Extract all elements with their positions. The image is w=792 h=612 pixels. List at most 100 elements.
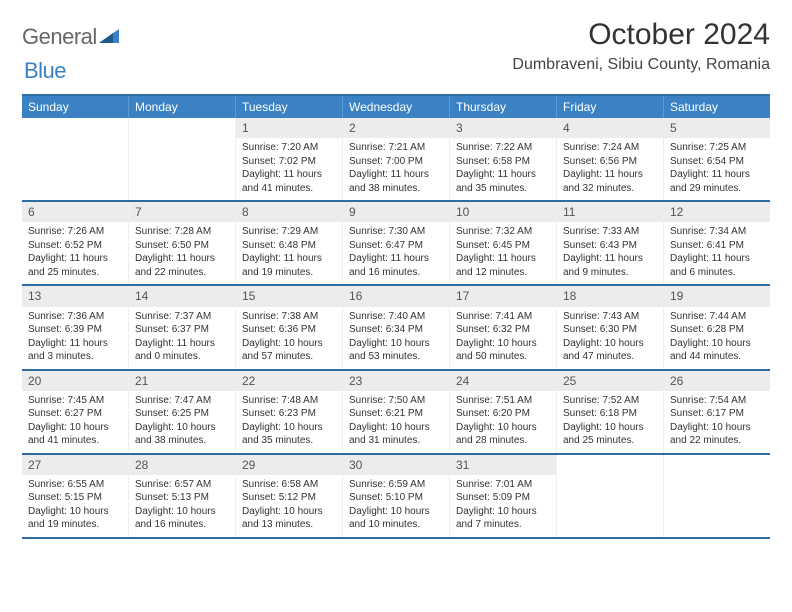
sunset-text: Sunset: 7:02 PM [242,155,336,169]
sunset-text: Sunset: 6:54 PM [670,155,764,169]
sunrise-text: Sunrise: 7:26 AM [28,225,122,239]
sunset-text: Sunset: 6:34 PM [349,323,443,337]
sunset-text: Sunset: 6:36 PM [242,323,336,337]
daylight-text: Daylight: 11 hours and 3 minutes. [28,337,122,364]
daylight-text: Daylight: 10 hours and 35 minutes. [242,421,336,448]
sunset-text: Sunset: 5:15 PM [28,491,122,505]
day-details: Sunrise: 7:40 AMSunset: 6:34 PMDaylight:… [343,307,449,369]
sunrise-text: Sunrise: 7:30 AM [349,225,443,239]
daylight-text: Daylight: 10 hours and 50 minutes. [456,337,550,364]
day-number: 21 [129,371,235,391]
day-number: 26 [664,371,770,391]
daylight-text: Daylight: 10 hours and 31 minutes. [349,421,443,448]
day-details: Sunrise: 7:24 AMSunset: 6:56 PMDaylight:… [557,138,663,200]
day-details: Sunrise: 7:20 AMSunset: 7:02 PMDaylight:… [236,138,342,200]
day-details: Sunrise: 7:43 AMSunset: 6:30 PMDaylight:… [557,307,663,369]
daylight-text: Daylight: 10 hours and 19 minutes. [28,505,122,532]
day-details: Sunrise: 6:57 AMSunset: 5:13 PMDaylight:… [129,475,235,537]
day-number: 24 [450,371,556,391]
daylight-text: Daylight: 11 hours and 25 minutes. [28,252,122,279]
day-number: 27 [22,455,128,475]
sunset-text: Sunset: 6:21 PM [349,407,443,421]
day-number: 11 [557,202,663,222]
day-cell: 10Sunrise: 7:32 AMSunset: 6:45 PMDayligh… [450,202,557,284]
day-number: 30 [343,455,449,475]
sunset-text: Sunset: 6:48 PM [242,239,336,253]
day-number: 14 [129,286,235,306]
title-block: October 2024 Dumbraveni, Sibiu County, R… [512,18,770,74]
day-cell: 24Sunrise: 7:51 AMSunset: 6:20 PMDayligh… [450,371,557,453]
day-number: 19 [664,286,770,306]
day-cell [129,118,236,200]
day-cell: 3Sunrise: 7:22 AMSunset: 6:58 PMDaylight… [450,118,557,200]
day-details: Sunrise: 7:33 AMSunset: 6:43 PMDaylight:… [557,222,663,284]
day-cell [557,455,664,537]
day-cell: 23 Sunrise: 7:50 AMSunset: 6:21 PMDayligh… [343,371,450,453]
sunrise-text: Sunrise: 7:21 AM [349,141,443,155]
daylight-text: Daylight: 10 hours and 22 minutes. [670,421,764,448]
sunrise-text: Sunrise: 7:50 AM [349,394,443,408]
day-details: Sunrise: 7:45 AMSunset: 6:27 PMDaylight:… [22,391,128,453]
day-number: 3 [450,118,556,138]
day-cell [22,118,129,200]
day-cell: 18Sunrise: 7:43 AMSunset: 6:30 PMDayligh… [557,286,664,368]
sunrise-text: Sunrise: 7:44 AM [670,310,764,324]
day-details: Sunrise: 7:32 AMSunset: 6:45 PMDaylight:… [450,222,556,284]
sunrise-text: Sunrise: 7:41 AM [456,310,550,324]
day-details: Sunrise: 7:48 AMSunset: 6:23 PMDaylight:… [236,391,342,453]
sunrise-text: Sunrise: 7:25 AM [670,141,764,155]
daylight-text: Daylight: 10 hours and 16 minutes. [135,505,229,532]
day-number: 12 [664,202,770,222]
sunset-text: Sunset: 5:09 PM [456,491,550,505]
day-number: 25 [557,371,663,391]
sunrise-text: Sunrise: 7:22 AM [456,141,550,155]
sunrise-text: Sunrise: 7:51 AM [456,394,550,408]
week-row: 13Sunrise: 7:36 AMSunset: 6:39 PMDayligh… [22,286,770,370]
sunrise-text: Sunrise: 7:40 AM [349,310,443,324]
sunset-text: Sunset: 6:37 PM [135,323,229,337]
daylight-text: Daylight: 10 hours and 47 minutes. [563,337,657,364]
day-number: 18 [557,286,663,306]
daylight-text: Daylight: 10 hours and 41 minutes. [28,421,122,448]
sunset-text: Sunset: 5:10 PM [349,491,443,505]
sunrise-text: Sunrise: 7:52 AM [563,394,657,408]
day-details: Sunrise: 6:58 AMSunset: 5:12 PMDaylight:… [236,475,342,537]
day-cell: 31Sunrise: 7:01 AMSunset: 5:09 PMDayligh… [450,455,557,537]
day-details: Sunrise: 7:38 AMSunset: 6:36 PMDaylight:… [236,307,342,369]
day-cell: 7Sunrise: 7:28 AMSunset: 6:50 PMDaylight… [129,202,236,284]
daylight-text: Daylight: 10 hours and 10 minutes. [349,505,443,532]
week-row: 1Sunrise: 7:20 AMSunset: 7:02 PMDaylight… [22,118,770,202]
sunrise-text: Sunrise: 7:48 AM [242,394,336,408]
day-details: Sunrise: 7:44 AMSunset: 6:28 PMDaylight:… [664,307,770,369]
day-number: 23 [343,371,449,391]
sunset-text: Sunset: 6:25 PM [135,407,229,421]
daylight-text: Daylight: 10 hours and 53 minutes. [349,337,443,364]
day-number: 22 [236,371,342,391]
daylight-text: Daylight: 11 hours and 0 minutes. [135,337,229,364]
daylight-text: Daylight: 11 hours and 35 minutes. [456,168,550,195]
day-number: 8 [236,202,342,222]
dow-wednesday: Wednesday [343,96,450,118]
day-number: 20 [22,371,128,391]
day-cell [664,455,770,537]
page-title: October 2024 [512,18,770,52]
daylight-text: Daylight: 11 hours and 29 minutes. [670,168,764,195]
day-number: 2 [343,118,449,138]
day-cell: 22Sunrise: 7:48 AMSunset: 6:23 PMDayligh… [236,371,343,453]
day-cell: 8Sunrise: 7:29 AMSunset: 6:48 PMDaylight… [236,202,343,284]
logo-word1: General [22,24,97,50]
day-details: Sunrise: 7:28 AMSunset: 6:50 PMDaylight:… [129,222,235,284]
dow-saturday: Saturday [664,96,770,118]
sunrise-text: Sunrise: 7:24 AM [563,141,657,155]
dow-sunday: Sunday [22,96,129,118]
sunrise-text: Sunrise: 7:45 AM [28,394,122,408]
sunrise-text: Sunrise: 7:32 AM [456,225,550,239]
sunset-text: Sunset: 7:00 PM [349,155,443,169]
day-cell: 25Sunrise: 7:52 AMSunset: 6:18 PMDayligh… [557,371,664,453]
sunrise-text: Sunrise: 7:34 AM [670,225,764,239]
day-number: 1 [236,118,342,138]
sunrise-text: Sunrise: 7:28 AM [135,225,229,239]
day-cell: 27Sunrise: 6:55 AMSunset: 5:15 PMDayligh… [22,455,129,537]
week-row: 27Sunrise: 6:55 AMSunset: 5:15 PMDayligh… [22,455,770,539]
sunrise-text: Sunrise: 7:33 AM [563,225,657,239]
